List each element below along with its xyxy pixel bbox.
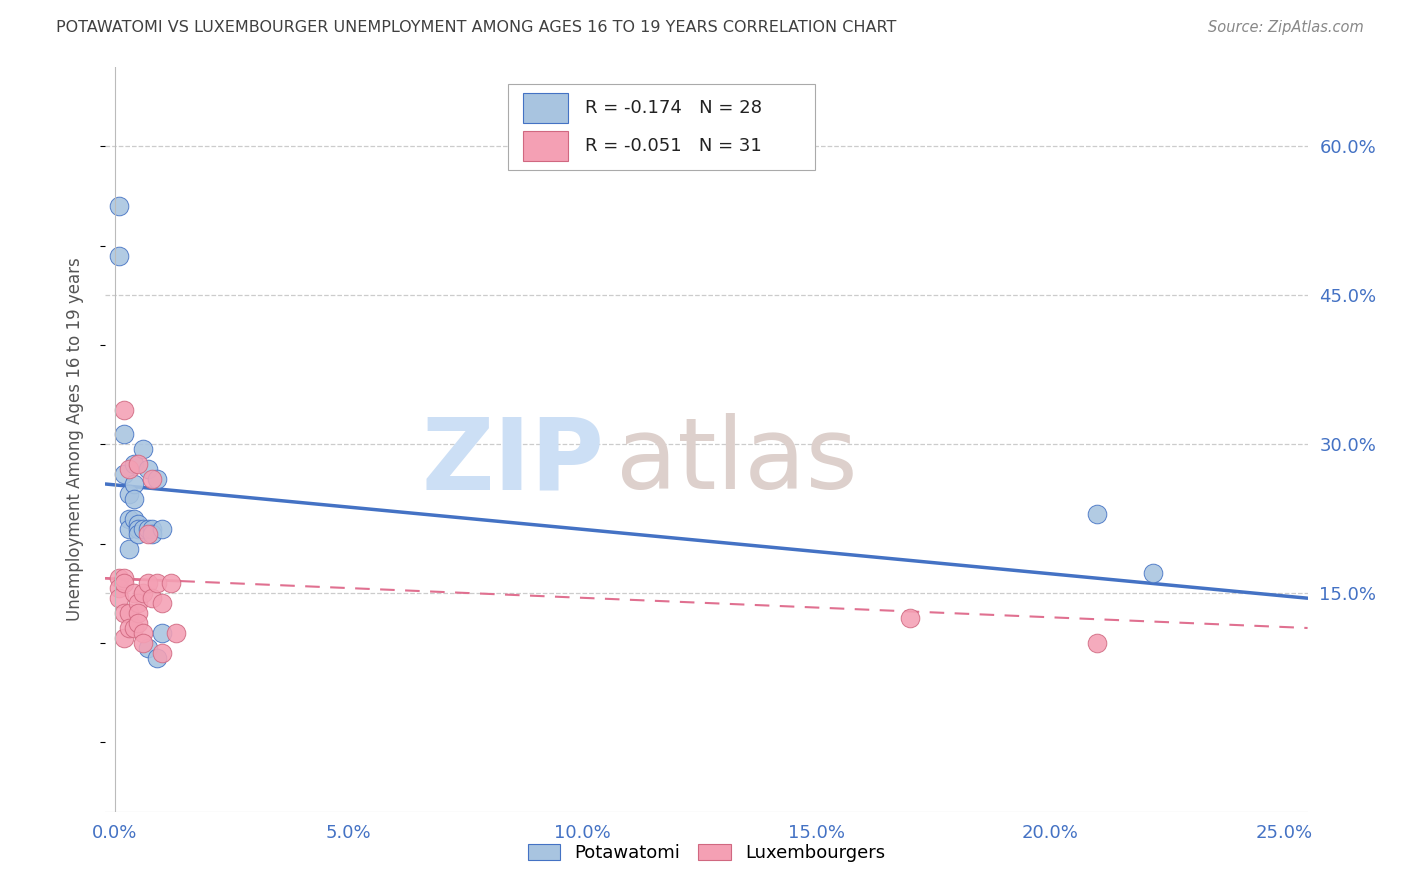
Point — [150, 596, 173, 610]
Point — [118, 541, 141, 556]
Text: R = -0.174   N = 28: R = -0.174 N = 28 — [585, 99, 762, 117]
Point — [112, 576, 135, 591]
Point — [150, 626, 173, 640]
Point — [122, 477, 145, 491]
Y-axis label: Unemployment Among Ages 16 to 19 years: Unemployment Among Ages 16 to 19 years — [66, 258, 84, 621]
Point — [136, 576, 159, 591]
Point — [108, 199, 131, 213]
Point — [108, 571, 131, 585]
Point — [127, 516, 149, 531]
Point — [127, 522, 149, 536]
Point — [1085, 636, 1108, 650]
Text: Source: ZipAtlas.com: Source: ZipAtlas.com — [1208, 20, 1364, 35]
Point — [141, 526, 163, 541]
Point — [127, 526, 149, 541]
Text: ZIP: ZIP — [422, 413, 605, 510]
Point — [136, 526, 159, 541]
FancyBboxPatch shape — [523, 93, 568, 123]
Point — [898, 611, 921, 625]
Point — [141, 522, 163, 536]
Point — [132, 442, 155, 457]
Point — [136, 522, 159, 536]
Point — [118, 606, 141, 620]
FancyBboxPatch shape — [523, 131, 568, 161]
Point — [108, 591, 131, 606]
Point — [132, 522, 155, 536]
Point — [136, 462, 159, 476]
Point — [112, 467, 135, 481]
Point — [118, 522, 141, 536]
Text: R = -0.051   N = 31: R = -0.051 N = 31 — [585, 136, 762, 154]
Point — [108, 249, 131, 263]
Point — [108, 582, 131, 596]
Point — [112, 571, 135, 585]
Point — [112, 402, 135, 417]
Point — [141, 472, 163, 486]
Point — [1085, 507, 1108, 521]
Point — [112, 427, 135, 442]
Point — [122, 586, 145, 600]
Point — [160, 576, 183, 591]
Point — [132, 626, 155, 640]
Point — [118, 621, 141, 635]
Point — [132, 636, 155, 650]
Point — [127, 457, 149, 471]
Point — [122, 457, 145, 471]
Point — [136, 640, 159, 655]
Point — [122, 512, 145, 526]
Point — [146, 472, 169, 486]
Point — [127, 615, 149, 630]
Point — [132, 586, 155, 600]
Point — [122, 491, 145, 506]
FancyBboxPatch shape — [508, 84, 814, 169]
Legend: Potawatomi, Luxembourgers: Potawatomi, Luxembourgers — [519, 835, 894, 871]
Point — [146, 650, 169, 665]
Point — [150, 646, 173, 660]
Point — [146, 576, 169, 591]
Point — [122, 621, 145, 635]
Point — [1142, 566, 1164, 581]
Point — [118, 487, 141, 501]
Point — [127, 606, 149, 620]
Point — [127, 596, 149, 610]
Text: POTAWATOMI VS LUXEMBOURGER UNEMPLOYMENT AMONG AGES 16 TO 19 YEARS CORRELATION CH: POTAWATOMI VS LUXEMBOURGER UNEMPLOYMENT … — [56, 20, 897, 35]
Point — [112, 606, 135, 620]
Point — [112, 631, 135, 645]
Point — [150, 522, 173, 536]
Point — [118, 462, 141, 476]
Point — [118, 512, 141, 526]
Point — [141, 591, 163, 606]
Text: atlas: atlas — [616, 413, 858, 510]
Point — [165, 626, 187, 640]
